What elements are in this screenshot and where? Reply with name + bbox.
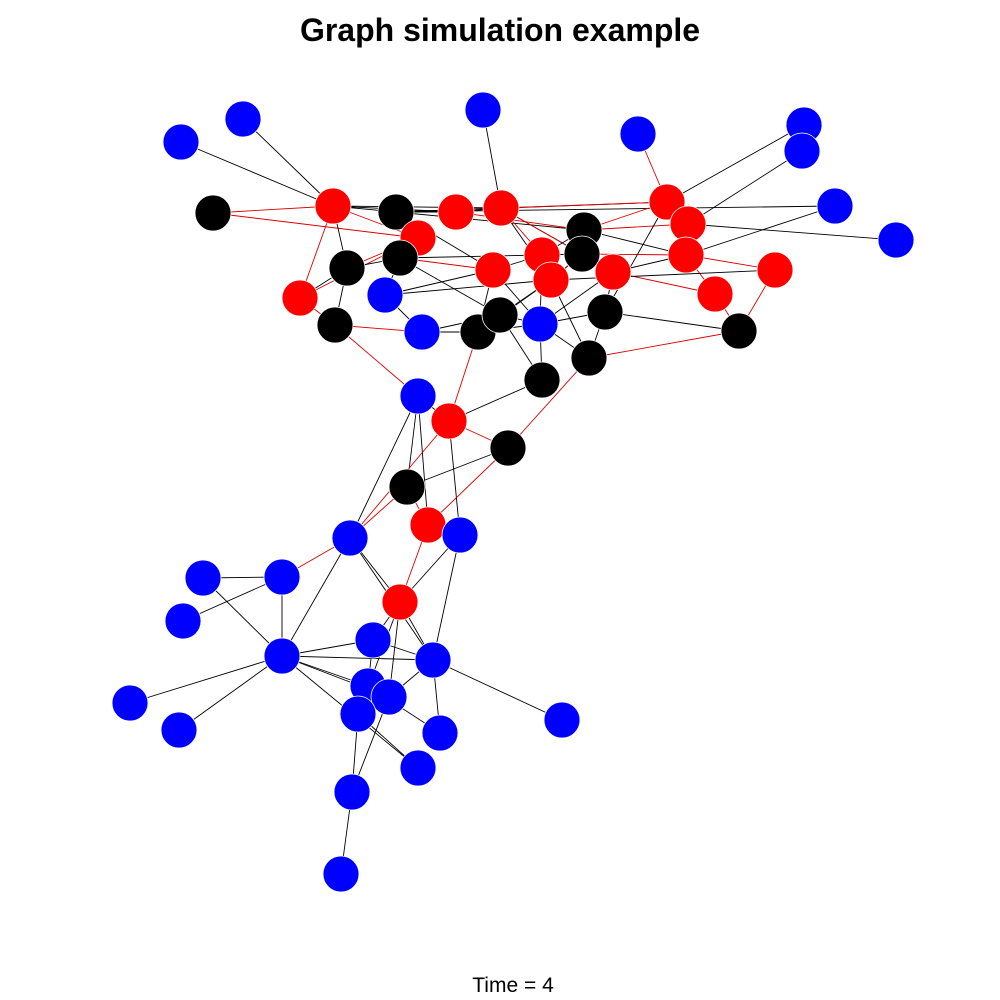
node-infected [281,279,319,317]
node-susceptible [403,313,441,351]
infected-edge [507,357,590,449]
node-infected [669,205,707,243]
node-removed [563,235,601,273]
node-removed [586,293,624,331]
infected-edge [455,211,585,231]
node-susceptible [783,132,821,170]
node-removed [194,194,232,232]
node-infected [482,189,520,227]
node-removed [523,361,561,399]
node-susceptible [184,559,222,597]
node-infected [314,187,352,225]
node-susceptible [441,516,479,554]
edge [242,118,334,207]
node-removed [570,339,608,377]
infected-edge [212,212,419,239]
edge [417,395,429,526]
node-susceptible [224,100,262,138]
edge [178,655,283,731]
edge [550,269,776,281]
edge [384,279,552,296]
node-infected [409,506,447,544]
infected-edge [427,447,509,526]
edge-layer [129,109,897,875]
node-susceptible [877,221,915,259]
node-infected [696,275,734,313]
node-susceptible [619,115,657,153]
node-susceptible [399,749,437,787]
edge [202,577,283,657]
node-removed [388,468,426,506]
time-caption: Time = 4 [472,974,554,997]
edge [281,655,434,661]
edge [432,534,461,661]
node-susceptible [421,714,459,752]
node-susceptible [339,695,377,733]
edge [687,223,897,241]
infected-edge [212,205,334,214]
node-removed [489,429,527,467]
node-layer [111,91,915,893]
edge [432,659,563,721]
node-removed [328,249,366,287]
node-removed [720,312,758,350]
edge [349,395,419,539]
node-susceptible [160,711,198,749]
node-infected [474,251,512,289]
node-susceptible [333,773,371,811]
edge [399,254,543,259]
node-susceptible [263,637,301,675]
node-susceptible [464,91,502,129]
edge [685,205,836,256]
edge [129,655,283,704]
node-susceptible [543,701,581,739]
node-removed [381,239,419,277]
edge [180,141,334,207]
node-infected [381,583,419,621]
edge [604,311,740,332]
node-susceptible [414,641,452,679]
edge [604,201,668,313]
edge [687,150,803,225]
node-susceptible [162,123,200,161]
node-infected [667,236,705,274]
node-susceptible [370,678,408,716]
edge [448,420,461,536]
node-susceptible [816,187,854,225]
infected-edge [588,330,740,359]
node-susceptible [111,684,149,722]
node-susceptible [399,377,437,415]
node-susceptible [322,855,360,893]
edge [384,269,494,296]
node-susceptible [164,602,202,640]
node-susceptible [366,276,404,314]
node-infected [532,261,570,299]
node-susceptible [263,558,301,596]
edge [399,257,501,316]
node-removed [377,193,415,231]
node-infected [756,251,794,289]
node-infected [437,193,475,231]
node-susceptible [354,621,392,659]
edge [281,537,351,657]
node-susceptible [521,305,559,343]
node-susceptible [331,519,369,557]
node-infected [430,402,468,440]
node-removed [481,296,519,334]
node-removed [316,306,354,344]
node-infected [594,253,632,291]
infected-edge [500,201,668,209]
chart-title: Graph simulation example [299,12,701,48]
edge [666,124,805,203]
